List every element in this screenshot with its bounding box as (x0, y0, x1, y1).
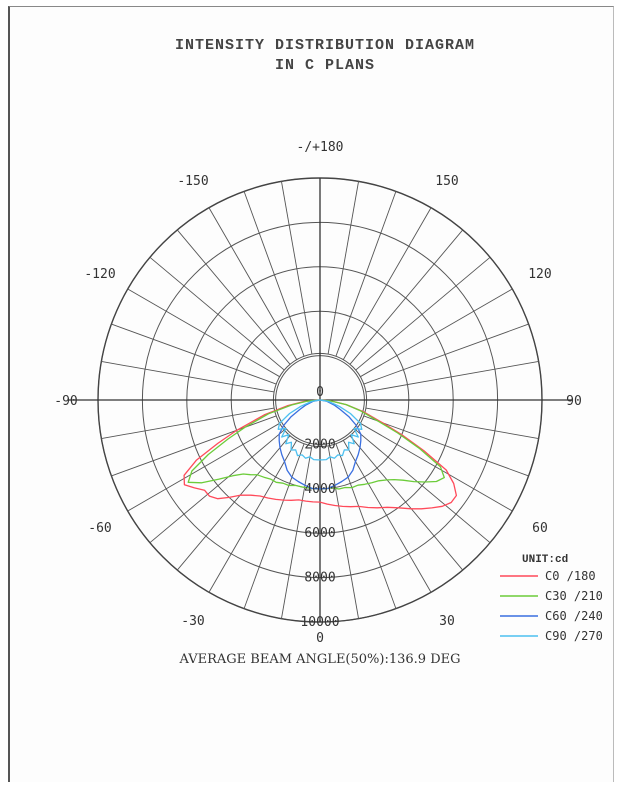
legend-entry: C90 /270 (545, 629, 603, 643)
radial-label: 10000 (300, 615, 339, 630)
angle-label: -120 (84, 267, 115, 282)
angle-label: -150 (177, 174, 208, 189)
legend-entry: C60 /240 (545, 609, 603, 623)
angle-label: -90 (54, 394, 77, 409)
radial-label: 4000 (304, 482, 335, 497)
grid-spoke (111, 324, 276, 384)
grid-spoke (336, 191, 396, 356)
angle-label: 30 (439, 614, 455, 629)
legend: UNIT:cd C0 /180 C30 /210 C60 /240 C90 /270 (500, 554, 603, 643)
angle-label: -60 (88, 521, 111, 536)
legend-unit-label: UNIT:cd (522, 554, 568, 566)
angle-label: 90 (566, 394, 582, 409)
beam-angle-footer: AVERAGE BEAM ANGLE(50%):136.9 DEG (178, 652, 460, 667)
legend-entry: C30 /210 (545, 589, 603, 603)
legend-entry: C0 /180 (545, 569, 596, 583)
grid-spoke (364, 416, 529, 476)
radial-label: 8000 (304, 571, 335, 586)
radial-label: 0 (316, 385, 324, 400)
radial-label: 0 (316, 631, 324, 646)
angle-label: -/+180 (297, 140, 344, 155)
radial-label: 2000 (304, 437, 335, 452)
grid-spoke (111, 416, 276, 476)
grid-spoke (364, 324, 529, 384)
grid-spoke (336, 444, 396, 609)
grid-spoke (244, 444, 304, 609)
radial-label: 6000 (304, 526, 335, 541)
grid-spoke (244, 191, 304, 356)
angle-label: 150 (435, 174, 458, 189)
angle-label: -30 (181, 614, 204, 629)
angle-label: 120 (528, 267, 551, 282)
angle-label: 60 (532, 521, 548, 536)
label-layer: -/+180 150 120 90 60 30 -30 -60 -90 -120 -150 0 2000… (54, 140, 582, 667)
